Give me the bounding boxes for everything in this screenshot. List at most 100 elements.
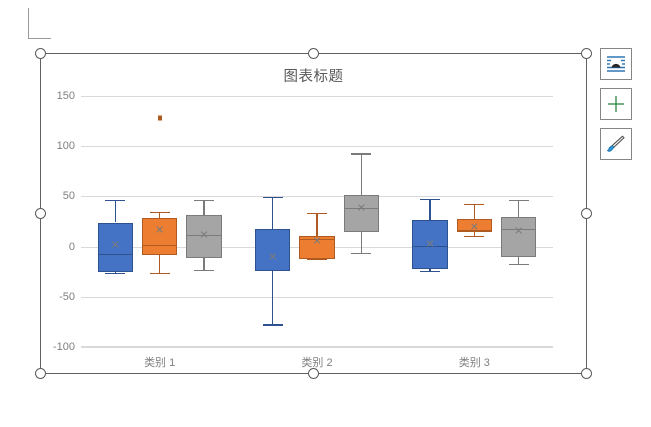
whisker-cap-min [420, 270, 440, 273]
median-line [299, 239, 335, 241]
box-whisker-item[interactable]: ✕ [81, 96, 553, 347]
chart-object[interactable]: 图表标题 150 100 50 0 -50 -100 类别 1 类别 2 类别 3 ✕ ✕ ✕ ✕ ✕… [40, 53, 587, 374]
whisker-lower [429, 268, 431, 272]
whisker-upper [114, 200, 117, 223]
whisker-lower [473, 231, 476, 237]
gridline [81, 96, 553, 97]
box-whisker-item[interactable]: ✕ [81, 96, 553, 347]
gridline [81, 146, 553, 148]
whisker-cap-min [149, 272, 170, 275]
paintbrush-icon [606, 135, 625, 152]
y-axis-tick-label: -50 [59, 290, 75, 303]
mean-marker: ✕ [268, 251, 278, 264]
whisker-upper [517, 200, 520, 218]
whisker-cap-max [105, 199, 126, 202]
box-whisker-item[interactable]: ✕ [81, 96, 553, 347]
plus-icon [608, 96, 624, 112]
whisker-cap-max [307, 212, 327, 215]
mean-marker: ✕ [199, 229, 209, 242]
gridline [81, 347, 553, 348]
whisker-cap-min [464, 235, 485, 238]
mean-marker: ✕ [312, 235, 322, 248]
resize-handle-bottom-center[interactable] [307, 367, 319, 379]
median-line [456, 230, 493, 232]
whisker-lower [271, 270, 274, 325]
whisker-cap-max [194, 199, 214, 202]
chart-floating-toolbar[interactable] [600, 48, 632, 160]
box[interactable] [343, 195, 380, 232]
box[interactable] [186, 215, 222, 258]
whisker-cap-min [194, 269, 214, 272]
whisker-cap-min [262, 324, 283, 326]
layout-options-button[interactable] [600, 48, 632, 80]
median-line [343, 207, 380, 209]
resize-handle-top-center[interactable] [307, 47, 319, 59]
plot-area[interactable]: 150 100 50 0 -50 -100 类别 1 类别 2 类别 3 ✕ ✕ ✕ ✕ ✕ ✕ ✕ ✕ ✕ [53, 90, 553, 369]
median-line [186, 235, 222, 237]
box[interactable] [299, 235, 335, 259]
whisker-cap-min [508, 263, 529, 266]
whisker-cap-min [351, 252, 372, 255]
median-line [412, 246, 448, 248]
layout-options-icon [607, 56, 625, 72]
box[interactable] [97, 222, 134, 272]
box[interactable] [500, 217, 537, 257]
box-whisker-item[interactable]: ✕ [81, 96, 553, 347]
box-whisker-item[interactable]: ✕ [81, 96, 553, 347]
box[interactable] [412, 220, 448, 269]
page-margin-corner-mark [28, 8, 51, 39]
whisker-upper [271, 197, 274, 229]
box[interactable] [254, 228, 291, 271]
y-axis-tick-label: -100 [52, 341, 75, 353]
outlier-point [157, 115, 162, 121]
chart-styles-button[interactable] [600, 128, 632, 160]
mean-marker: ✕ [356, 202, 366, 215]
resize-handle-middle-left[interactable] [34, 207, 46, 219]
box-whisker-item[interactable]: ✕ [81, 96, 553, 347]
whisker-cap-max [149, 211, 170, 214]
chart-elements-button[interactable] [600, 88, 632, 120]
whisker-upper [473, 204, 476, 220]
median-line [97, 254, 134, 256]
whisker-cap-max [351, 153, 372, 155]
whisker-lower [360, 231, 363, 254]
y-axis-tick-label: 0 [68, 240, 75, 253]
median-line [254, 270, 291, 272]
whisker-cap-min [105, 272, 126, 275]
box-whisker-item[interactable]: ✕ [81, 96, 553, 347]
whisker-cap-max [464, 203, 485, 206]
y-axis-tick-label: 100 [56, 140, 75, 153]
box-whisker-item[interactable]: ✕ [81, 96, 553, 347]
whisker-lower [114, 271, 117, 274]
x-axis-line [81, 346, 553, 347]
resize-handle-bottom-right[interactable] [580, 367, 592, 379]
mean-marker: ✕ [469, 221, 479, 234]
whisker-cap-min [307, 258, 327, 261]
whisker-cap-max [420, 198, 440, 201]
resize-handle-bottom-left[interactable] [34, 367, 46, 379]
resize-handle-top-left[interactable] [34, 47, 46, 59]
chart-title[interactable]: 图表标题 [283, 69, 344, 85]
median-line [141, 245, 178, 247]
y-axis-tick-label: 50 [62, 190, 75, 203]
median-line [500, 229, 537, 231]
whisker-lower [203, 257, 205, 271]
x-axis-category-label: 类别 1 [144, 357, 176, 369]
x-axis-category-label: 类别 2 [301, 357, 333, 369]
whisker-upper [158, 212, 161, 219]
whisker-lower [517, 256, 520, 265]
resize-handle-top-right[interactable] [580, 47, 592, 59]
whisker-upper [429, 199, 431, 221]
whisker-cap-max [508, 199, 529, 202]
box[interactable] [141, 218, 178, 255]
whisker-upper [203, 200, 205, 216]
mean-marker: ✕ [514, 225, 524, 238]
box-whisker-item[interactable]: ✕ [81, 96, 553, 347]
resize-handle-middle-right[interactable] [580, 207, 592, 219]
gridline [81, 296, 553, 298]
whisker-upper [360, 154, 363, 196]
whisker-lower [158, 254, 161, 274]
x-axis-category-label: 类别 3 [458, 357, 490, 369]
mean-marker: ✕ [110, 239, 120, 252]
